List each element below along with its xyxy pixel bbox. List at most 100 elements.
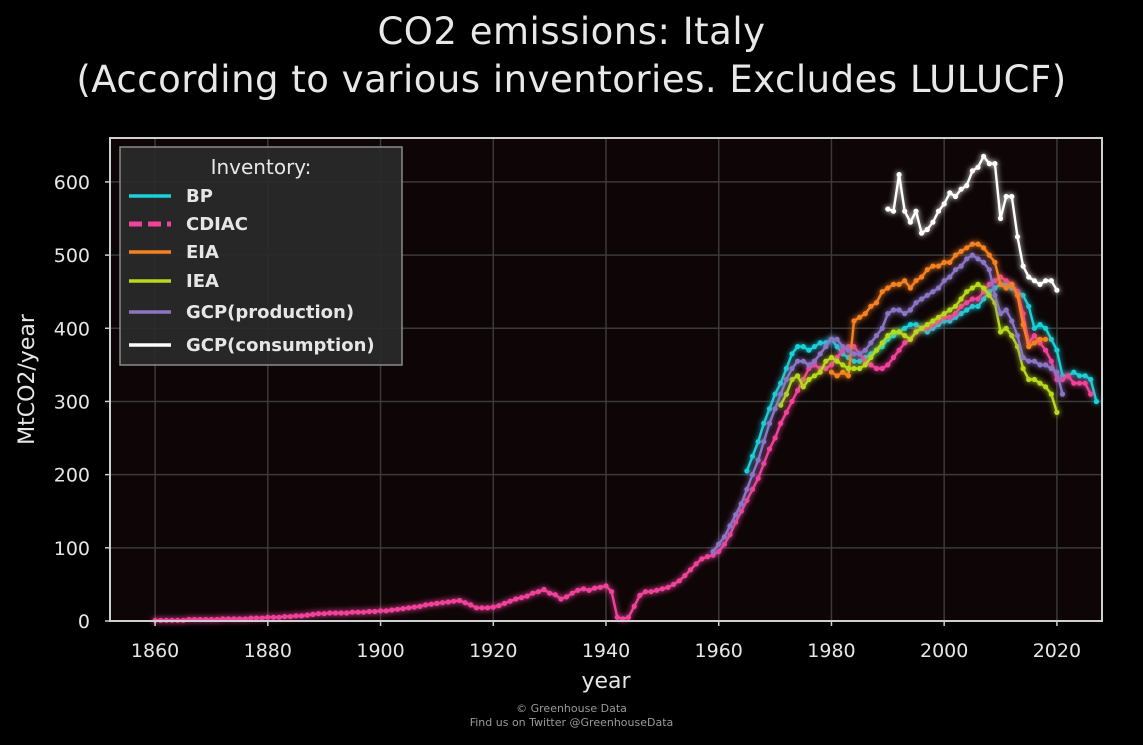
data-point — [479, 605, 485, 611]
data-point — [789, 398, 795, 405]
data-point — [834, 344, 840, 350]
data-point — [609, 589, 615, 595]
data-point — [789, 365, 795, 372]
data-point — [845, 347, 852, 353]
data-point — [563, 594, 570, 600]
data-point — [811, 362, 818, 368]
credit-twitter: Find us on Twitter @GreenhouseData — [469, 716, 674, 729]
data-point — [1003, 285, 1009, 291]
data-point — [439, 600, 446, 606]
data-point — [840, 362, 846, 368]
data-point — [828, 362, 835, 368]
data-point — [935, 263, 942, 269]
data-point — [975, 296, 981, 302]
data-point — [952, 193, 959, 200]
data-point — [1026, 274, 1032, 280]
data-point — [806, 347, 812, 353]
credit-copyright: © Greenhouse Data — [516, 702, 627, 715]
data-point — [851, 318, 857, 324]
data-point — [704, 554, 711, 560]
data-point — [789, 376, 795, 383]
data-point — [885, 285, 891, 291]
data-point — [857, 358, 863, 364]
data-point — [733, 519, 739, 525]
data-point — [890, 307, 897, 313]
data-point — [513, 596, 519, 602]
data-point — [935, 322, 942, 328]
data-point — [423, 602, 429, 608]
data-point — [930, 325, 936, 331]
data-point — [1037, 340, 1043, 346]
data-point — [411, 604, 417, 610]
data-point — [699, 556, 705, 562]
data-point — [1031, 340, 1037, 346]
data-point — [530, 590, 536, 596]
data-point — [811, 373, 818, 379]
data-point — [817, 351, 823, 357]
data-point — [902, 278, 908, 284]
data-point — [332, 610, 339, 616]
data-point — [800, 358, 806, 364]
data-point — [969, 252, 976, 258]
data-point — [975, 303, 981, 309]
data-point — [299, 613, 305, 619]
data-point — [964, 245, 970, 251]
data-point — [400, 606, 406, 612]
data-point — [952, 252, 959, 258]
data-point — [845, 373, 852, 379]
data-point — [1020, 263, 1026, 269]
chart-title: CO2 emissions: Italy — [377, 10, 766, 53]
data-point — [795, 344, 801, 350]
legend-title: Inventory: — [211, 155, 312, 179]
data-point — [406, 605, 412, 611]
x-tick-label: 1920 — [469, 640, 517, 662]
data-point — [676, 578, 682, 584]
data-point — [1037, 362, 1043, 368]
data-point — [823, 358, 829, 364]
data-point — [682, 573, 688, 579]
data-point — [896, 329, 902, 335]
data-point — [964, 307, 970, 313]
data-point — [733, 512, 739, 518]
data-point — [834, 358, 840, 364]
data-point — [851, 351, 857, 357]
data-point — [997, 281, 1004, 287]
data-point — [1026, 344, 1032, 350]
data-point — [992, 278, 998, 284]
data-point — [377, 608, 384, 614]
data-point — [958, 303, 964, 309]
data-point — [873, 300, 880, 306]
data-point — [992, 259, 998, 265]
data-point — [462, 600, 468, 606]
data-point — [890, 281, 897, 287]
data-point — [817, 369, 823, 375]
data-point — [710, 548, 716, 555]
data-point — [586, 587, 592, 593]
data-point — [958, 248, 964, 254]
data-point — [823, 344, 829, 350]
data-point — [1026, 358, 1032, 364]
data-point — [969, 303, 976, 309]
x-tick-label: 2000 — [920, 640, 968, 662]
data-point — [958, 263, 964, 269]
data-point — [964, 300, 970, 306]
data-point — [919, 296, 925, 302]
data-point — [828, 354, 835, 361]
data-point — [834, 373, 840, 379]
data-point — [1043, 362, 1049, 368]
data-point — [845, 344, 852, 350]
data-point — [806, 365, 812, 372]
data-point — [969, 285, 976, 291]
data-point — [935, 314, 942, 320]
data-point — [783, 409, 790, 415]
data-point — [355, 609, 361, 615]
data-point — [930, 289, 936, 295]
data-point — [958, 186, 964, 192]
data-point — [721, 541, 728, 547]
data-point — [1054, 369, 1060, 375]
data-point — [930, 263, 936, 269]
data-point — [1065, 373, 1071, 379]
data-point — [783, 365, 790, 372]
data-point — [800, 376, 806, 383]
